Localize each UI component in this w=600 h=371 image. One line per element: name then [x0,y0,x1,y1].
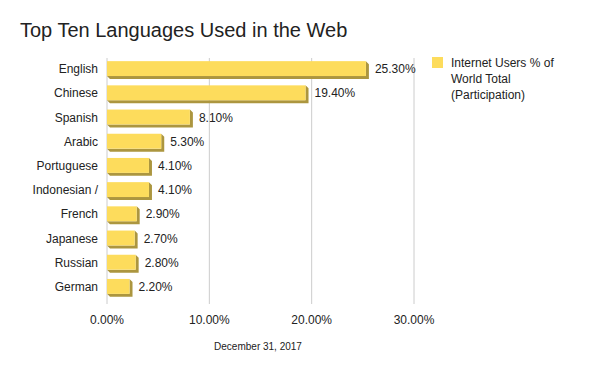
data-label: 5.30% [170,135,204,149]
legend-line: (Participation) [451,88,525,102]
bar-shadow [107,255,139,273]
legend-line: World Total [451,72,511,86]
bar [107,134,161,149]
bar [107,255,136,270]
category-label: Japanese [46,232,98,246]
grid-line [414,58,415,304]
data-label: 8.10% [199,111,233,125]
category-label: Arabic [64,135,98,149]
bar [107,61,366,76]
grid-line [311,58,312,304]
category-label: Indonesian / [33,183,99,197]
bars [107,61,369,297]
bar-shadow [107,206,140,224]
data-label: 2.70% [144,232,178,246]
data-label: 4.10% [158,159,192,173]
bar-shadow [107,110,193,128]
chart: Top Ten Languages Used in the Web 0.00% 10… [0,0,600,371]
background [0,0,600,371]
data-label: 19.40% [315,86,356,100]
category-label: English [59,62,98,76]
bar [107,158,149,173]
legend-label: Internet Users % of World Total (Participa… [451,56,554,102]
category-label: Russian [55,256,98,270]
bar [107,182,149,197]
bar-shadow [107,61,369,79]
bar-shadow [107,158,152,176]
bar [107,110,190,125]
bar [107,206,137,221]
bar-shadow [107,182,152,200]
bar-shadow [107,279,133,297]
data-label: 2.90% [146,207,180,221]
bar-shadow [107,231,138,249]
category-label: French [61,207,98,221]
bar [107,85,306,100]
tick-label: 0.00% [90,313,124,327]
title: Top Ten Languages Used in the Web [20,19,347,41]
category-label: Portuguese [37,159,99,173]
tick-label: 10.00% [189,313,230,327]
axis-label: December 31, 2017 [214,341,302,352]
category-label: German [55,280,98,294]
bar [107,231,135,246]
category-label: Chinese [54,86,98,100]
category-label: Spanish [55,111,98,125]
tick-label: 30.00% [394,313,435,327]
data-label: 2.20% [139,280,173,294]
data-label: 2.80% [145,256,179,270]
data-label: 4.10% [158,183,192,197]
bar-shadow [107,85,309,103]
legend-line: Internet Users % of [451,56,554,70]
data-label: 25.30% [375,62,416,76]
bar [107,279,130,294]
bar-shadow [107,134,164,152]
tick-label: 20.00% [291,313,332,327]
legend-swatch [432,57,443,68]
